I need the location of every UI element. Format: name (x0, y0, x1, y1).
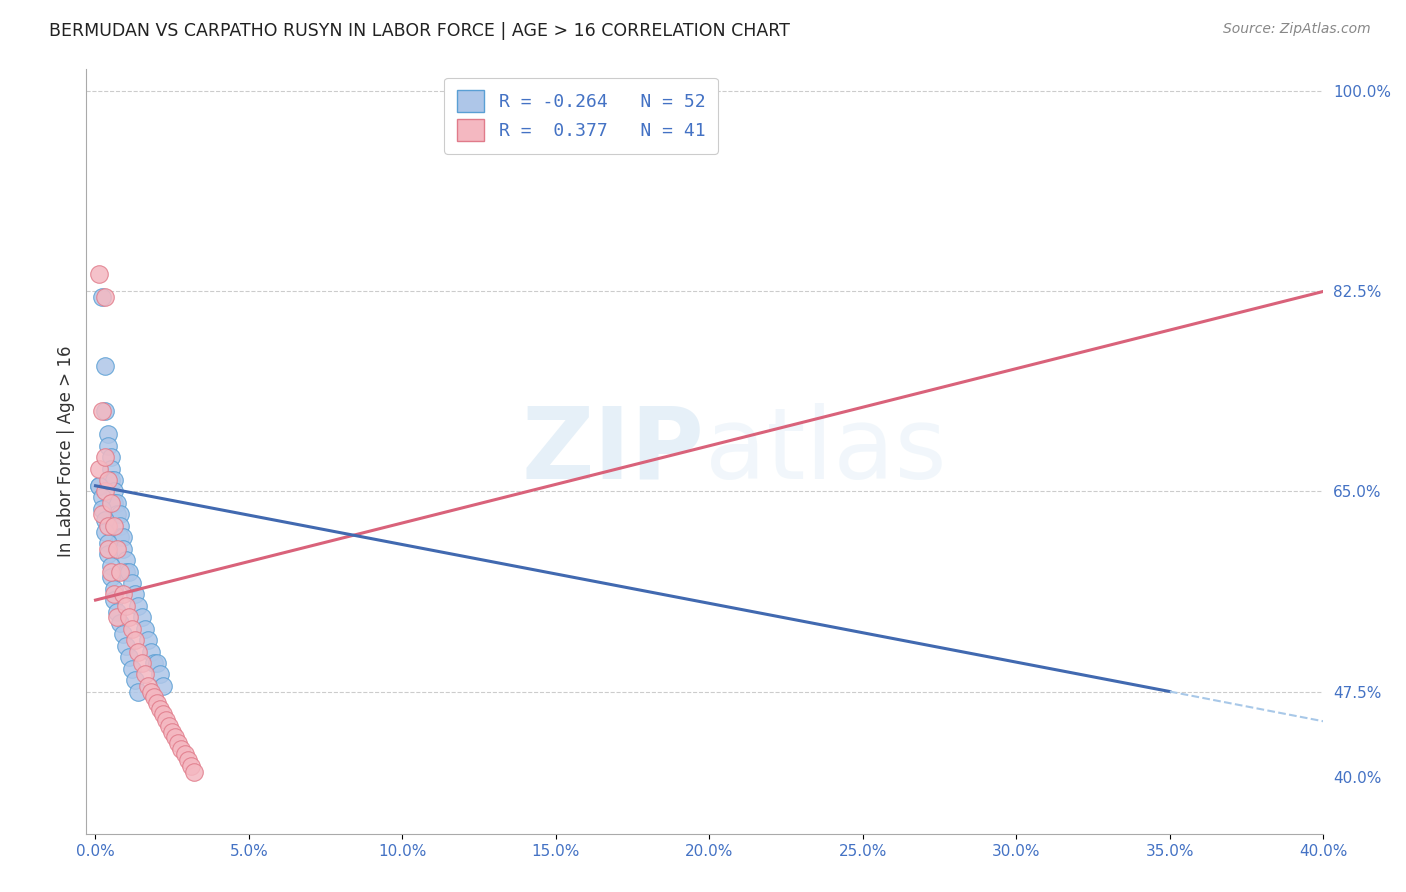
Point (93, 290, 115, 304)
Point (146, 656, 169, 670)
Point (121, 622, 143, 636)
Point (136, 633, 159, 648)
Point (105, 496, 128, 510)
Point (139, 644, 162, 658)
Point (103, 582, 125, 596)
Point (97, 536, 120, 550)
Point (134, 622, 156, 636)
Point (112, 541, 135, 556)
Point (103, 518, 125, 533)
Point (100, 473, 122, 487)
Point (87, 479, 110, 493)
Point (167, 736, 190, 750)
Point (97, 439, 120, 453)
Point (134, 667, 156, 681)
Point (124, 673, 146, 687)
Point (90, 490, 112, 504)
Point (165, 731, 187, 745)
Point (112, 627, 135, 641)
Point (142, 656, 165, 670)
Point (118, 650, 141, 665)
Point (93, 404, 115, 418)
Point (115, 565, 138, 579)
Point (124, 587, 146, 601)
Point (118, 565, 141, 579)
Point (93, 484, 115, 499)
Point (118, 610, 141, 624)
Point (100, 570, 122, 584)
Point (100, 565, 122, 579)
Point (121, 662, 143, 676)
Point (155, 713, 177, 727)
Point (142, 690, 165, 705)
Y-axis label: In Labor Force | Age > 16: In Labor Force | Age > 16 (58, 346, 75, 558)
Point (97, 427, 120, 442)
Point (100, 496, 122, 510)
Point (127, 644, 149, 658)
Point (108, 615, 131, 630)
Point (100, 558, 122, 573)
Point (183, 764, 205, 779)
Point (100, 450, 122, 465)
Point (97, 541, 120, 556)
Point (87, 461, 110, 475)
Text: atlas: atlas (704, 403, 946, 500)
Point (115, 599, 138, 613)
Point (93, 359, 115, 373)
Point (90, 290, 112, 304)
Point (162, 724, 184, 739)
Point (108, 530, 131, 544)
Point (176, 753, 198, 767)
Point (87, 479, 110, 493)
Point (103, 593, 125, 607)
Point (103, 587, 125, 601)
Point (112, 587, 135, 601)
Point (105, 508, 128, 522)
Point (90, 501, 112, 516)
Point (93, 450, 115, 465)
Point (103, 496, 125, 510)
Point (97, 473, 120, 487)
Point (170, 741, 193, 756)
Point (146, 696, 169, 710)
Point (90, 508, 112, 522)
Point (115, 553, 138, 567)
Point (127, 684, 149, 698)
Point (152, 679, 174, 693)
Point (124, 633, 146, 648)
Point (112, 530, 135, 544)
Point (136, 679, 159, 693)
Point (97, 547, 120, 561)
Text: ZIP: ZIP (522, 403, 704, 500)
Point (103, 473, 125, 487)
Point (121, 576, 143, 591)
Point (90, 404, 112, 418)
Point (97, 518, 120, 533)
Point (93, 513, 115, 527)
Text: BERMUDAN VS CARPATHO RUSYN IN LABOR FORCE | AGE > 16 CORRELATION CHART: BERMUDAN VS CARPATHO RUSYN IN LABOR FORC… (49, 22, 790, 40)
Point (108, 508, 131, 522)
Point (108, 518, 131, 533)
Point (105, 605, 128, 619)
Point (149, 667, 172, 681)
Point (115, 639, 138, 653)
Point (173, 747, 195, 762)
Point (180, 759, 202, 773)
Legend: R = -0.264   N = 52, R =  0.377   N = 41: R = -0.264 N = 52, R = 0.377 N = 41 (444, 78, 718, 154)
Point (87, 267, 110, 281)
Text: Source: ZipAtlas.com: Source: ZipAtlas.com (1223, 22, 1371, 37)
Point (105, 610, 128, 624)
Point (157, 719, 180, 733)
Point (100, 461, 122, 475)
Point (131, 610, 153, 624)
Point (105, 541, 128, 556)
Point (131, 656, 153, 670)
Point (108, 565, 131, 579)
Point (93, 524, 115, 539)
Point (152, 707, 174, 722)
Point (127, 599, 149, 613)
Point (149, 701, 172, 715)
Point (103, 484, 125, 499)
Point (139, 684, 162, 698)
